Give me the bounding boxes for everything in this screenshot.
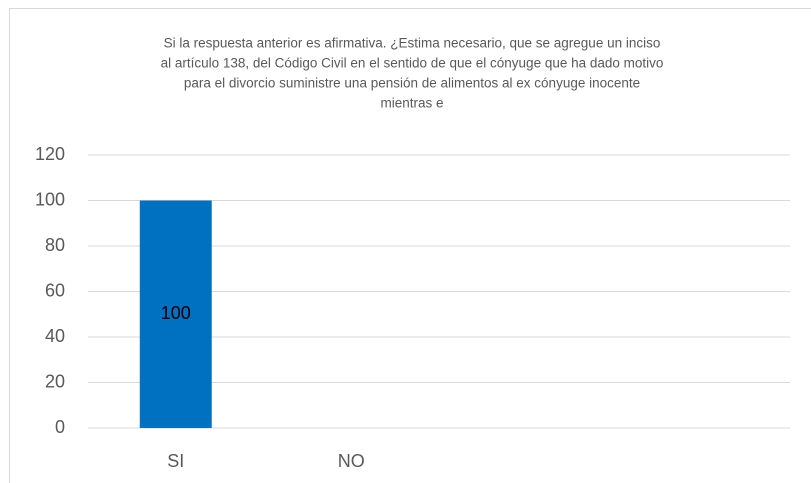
bar bbox=[139, 200, 212, 428]
y-tick-label: 0 bbox=[55, 417, 65, 437]
data-label: 100 bbox=[161, 303, 191, 323]
chart-title: mientras e bbox=[380, 96, 443, 111]
chart-title: al artículo 138, del Código Civil en el … bbox=[161, 56, 664, 71]
chart-title: Si la respuesta anterior es afirmativa. … bbox=[164, 36, 661, 51]
y-tick-label: 80 bbox=[45, 235, 65, 255]
y-tick-label: 120 bbox=[35, 144, 65, 164]
y-tick-label: 60 bbox=[45, 280, 65, 300]
y-tick-label: 20 bbox=[45, 371, 65, 391]
x-tick-label: SI bbox=[167, 451, 184, 471]
y-tick-label: 40 bbox=[45, 326, 65, 346]
chart-title: para el divorcio suministre una pensión … bbox=[184, 76, 640, 91]
y-tick-label: 100 bbox=[35, 189, 65, 209]
x-tick-label: NO bbox=[338, 451, 365, 471]
